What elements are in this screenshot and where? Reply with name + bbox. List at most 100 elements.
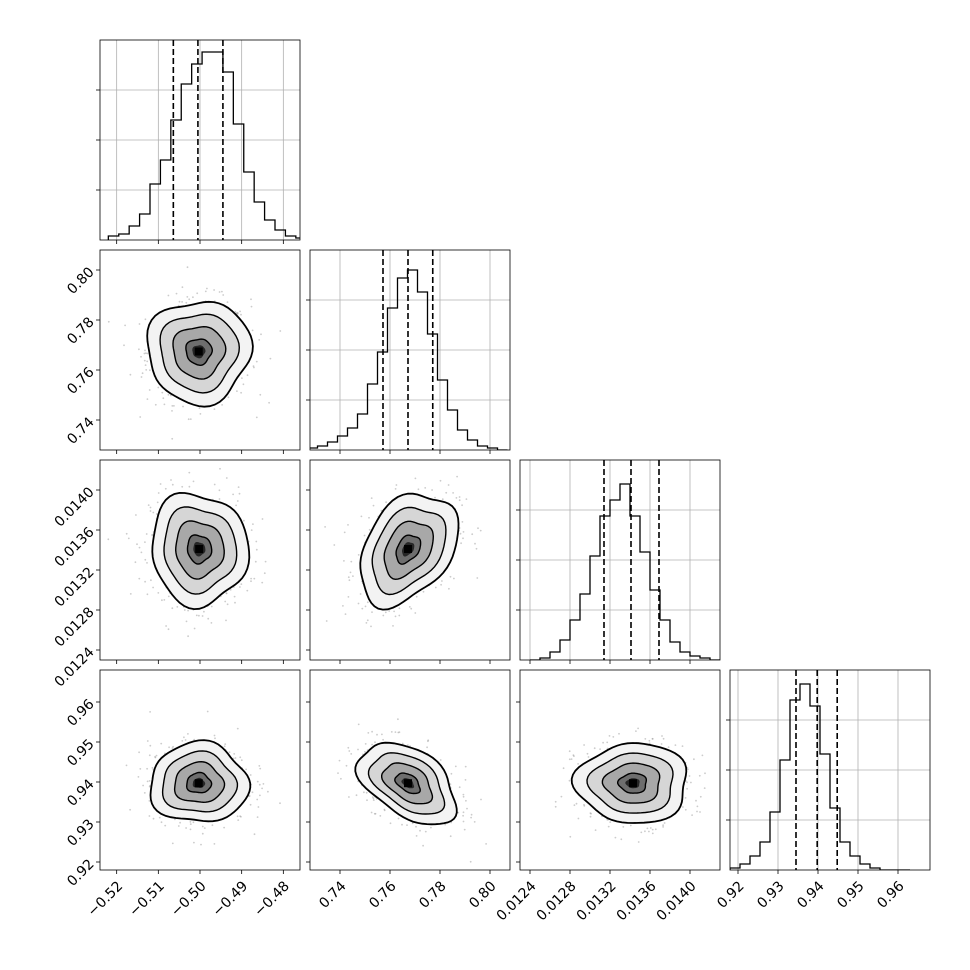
scatter-point xyxy=(385,501,387,504)
scatter-point xyxy=(254,560,257,563)
scatter-point xyxy=(696,810,698,813)
scatter-point xyxy=(349,571,352,574)
scatter-point xyxy=(426,746,428,749)
scatter-point xyxy=(167,294,170,297)
scatter-point xyxy=(174,818,176,821)
xtick-label-0-3: −0.49 xyxy=(210,878,252,920)
scatter-point xyxy=(146,398,149,400)
scatter-point xyxy=(242,383,245,386)
scatter-point xyxy=(154,755,157,758)
scatter-point xyxy=(223,826,226,829)
scatter-point xyxy=(449,575,452,578)
scatter-point xyxy=(457,811,460,814)
scatter-point xyxy=(124,324,126,327)
scatter-point xyxy=(366,619,369,622)
scatter-point xyxy=(252,365,255,367)
scatter-point xyxy=(703,787,706,789)
scatter-point xyxy=(572,754,575,757)
scatter-point xyxy=(158,816,161,819)
joint-inner-3-2 xyxy=(554,727,706,843)
scatter-point xyxy=(155,513,158,515)
scatter-point xyxy=(371,730,373,733)
scatter-point xyxy=(614,836,617,839)
hist-step-2 xyxy=(530,483,720,660)
scatter-point xyxy=(401,823,403,826)
scatter-point xyxy=(374,741,376,744)
scatter-point xyxy=(462,811,465,814)
scatter-point xyxy=(393,610,395,613)
scatter-point xyxy=(357,723,360,726)
scatter-point xyxy=(259,767,262,770)
scatter-point xyxy=(382,614,385,617)
scatter-point xyxy=(348,796,350,798)
scatter-point xyxy=(161,391,164,394)
density-peak xyxy=(195,545,204,553)
scatter-point xyxy=(193,627,196,630)
scatter-point xyxy=(458,496,461,498)
scatter-point xyxy=(123,344,125,347)
scatter-point xyxy=(662,824,664,827)
scatter-point xyxy=(207,617,210,620)
scatter-point xyxy=(171,437,174,440)
scatter-point xyxy=(365,791,368,794)
scatter-point xyxy=(440,583,442,586)
scatter-point xyxy=(394,731,397,733)
scatter-point xyxy=(210,605,213,608)
scatter-point xyxy=(471,533,474,536)
scatter-point xyxy=(686,781,688,784)
xtick-label-3-2: 0.94 xyxy=(794,878,827,911)
xtick-label-0-1: −0.51 xyxy=(126,878,168,920)
scatter-point xyxy=(384,611,387,614)
joint-frame-3-1 xyxy=(309,669,511,871)
scatter-point xyxy=(250,298,252,301)
scatter-point xyxy=(458,499,461,502)
scatter-point xyxy=(181,485,184,488)
scatter-point xyxy=(422,590,425,593)
scatter-point xyxy=(466,807,468,810)
scatter-point xyxy=(171,842,174,845)
scatter-point xyxy=(137,776,140,778)
scatter-point xyxy=(213,483,216,486)
scatter-point xyxy=(167,628,170,631)
scatter-point xyxy=(372,504,375,507)
scatter-point xyxy=(371,611,373,613)
contour-line-1 xyxy=(601,762,661,804)
scatter-point xyxy=(149,369,151,372)
scatter-point xyxy=(589,815,592,818)
scatter-point xyxy=(210,622,213,624)
scatter-point xyxy=(370,497,373,499)
scatter-point xyxy=(240,313,242,316)
scatter-point xyxy=(646,827,649,830)
contour-line-3 xyxy=(570,742,688,824)
scatter-point xyxy=(355,794,358,797)
scatter-point xyxy=(225,619,227,622)
scatter-point xyxy=(681,745,684,747)
scatter-point xyxy=(167,595,170,598)
scatter-point xyxy=(651,828,654,831)
scatter-point xyxy=(444,823,447,826)
scatter-point xyxy=(236,727,239,730)
scatter-point xyxy=(376,733,378,736)
scatter-point xyxy=(177,825,180,827)
scatter-point xyxy=(629,824,632,827)
scatter-point xyxy=(447,484,450,486)
scatter-point xyxy=(698,774,701,777)
scatter-point xyxy=(417,488,420,491)
scatter-point xyxy=(594,829,597,831)
scatter-point xyxy=(198,407,201,410)
scatter-point xyxy=(397,817,400,820)
scatter-point xyxy=(144,349,146,352)
scatter-point xyxy=(256,816,259,818)
scatter-point xyxy=(171,483,174,486)
scatter-point xyxy=(249,774,252,776)
scatter-point xyxy=(350,560,353,563)
scatter-point xyxy=(107,320,110,323)
ytick-label-2-4: 0.0140 xyxy=(52,484,98,530)
scatter-point xyxy=(333,544,336,546)
scatter-point xyxy=(381,733,383,736)
scatter-point xyxy=(469,860,472,863)
scatter-point xyxy=(395,484,398,486)
scatter-point xyxy=(462,531,465,533)
scatter-point xyxy=(235,312,238,314)
scatter-point xyxy=(239,310,242,313)
